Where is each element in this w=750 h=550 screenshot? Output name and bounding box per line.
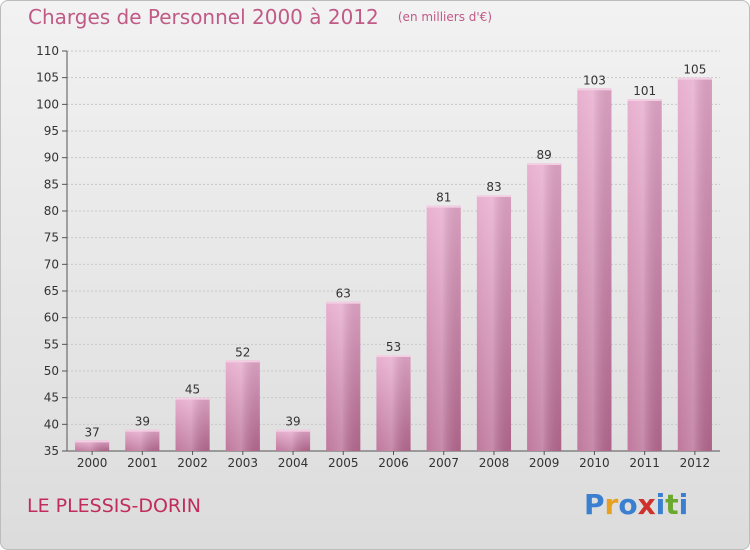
y-tick-label: 50: [44, 364, 59, 378]
y-tick-label: 60: [44, 311, 59, 325]
chart-unit: (en milliers d'€): [397, 10, 492, 24]
data-label: 89: [537, 148, 552, 162]
bar-top-edge: [125, 429, 160, 432]
bar-top-edge: [426, 205, 461, 208]
data-label: 103: [583, 73, 606, 87]
x-tick-label: 2001: [127, 456, 158, 470]
logo-letter: o: [618, 488, 638, 521]
data-label: 105: [683, 63, 706, 77]
bar-top-edge: [326, 301, 361, 304]
commune-name: LE PLESSIS-DORIN: [27, 495, 201, 517]
bar-2007: [426, 205, 461, 451]
chart-title: Charges de Personnel 2000 à 2012: [28, 5, 379, 29]
x-tick-label: 2005: [328, 456, 359, 470]
y-tick-label: 80: [44, 204, 59, 218]
logo-letter: P: [584, 488, 605, 521]
x-tick-label: 2011: [629, 456, 660, 470]
x-tick-label: 2008: [479, 456, 510, 470]
y-tick-label: 90: [44, 151, 59, 165]
bar-2000: [75, 440, 110, 451]
y-tick-label: 40: [44, 417, 59, 431]
y-tick-label: 55: [44, 337, 59, 351]
logo-letter: t: [665, 488, 679, 521]
logo-letter: x: [637, 488, 656, 521]
y-tick-label: 45: [44, 391, 59, 405]
bar-2001: [125, 429, 160, 451]
bar-top-edge: [677, 77, 712, 80]
bar-top-edge: [75, 440, 110, 443]
x-axis-ticks: 2000 2001 2002 2003 2004 2005 2006 2007 2008 2009…: [77, 451, 710, 470]
bar-sheen: [577, 88, 612, 451]
bar-sheen: [426, 205, 461, 451]
data-label: 37: [84, 425, 99, 439]
y-tick-label: 65: [44, 284, 59, 298]
bar-2012: [677, 77, 712, 452]
bar-top-edge: [527, 163, 562, 165]
bar-2011: [627, 99, 662, 451]
y-tick-label: 85: [44, 177, 59, 191]
bar-2005: [326, 301, 361, 451]
y-tick-label: 95: [44, 124, 59, 138]
y-tick-label: 110: [36, 44, 59, 58]
bar-top-edge: [627, 99, 662, 101]
bar-sheen: [75, 440, 110, 451]
bar-top-edge: [577, 88, 612, 91]
bar-sheen: [326, 301, 361, 451]
data-labels: 37 39 45 52 39 63 53 81 83 89 103 101 105: [84, 63, 706, 440]
x-tick-label: 2007: [428, 456, 459, 470]
bar-sheen: [627, 99, 662, 451]
x-tick-label: 2010: [579, 456, 610, 470]
bar-sheen: [376, 355, 411, 451]
x-tick-label: 2006: [378, 456, 409, 470]
data-label: 81: [436, 191, 451, 205]
bar-top-edge: [275, 429, 311, 432]
bar-2002: [175, 397, 210, 451]
y-tick-label: 35: [44, 444, 59, 458]
bar-sheen: [125, 429, 160, 451]
bar-sheen: [476, 195, 512, 451]
x-tick-label: 2003: [228, 456, 259, 470]
data-label: 45: [185, 383, 200, 397]
bar-top-edge: [175, 397, 210, 400]
logo-letter: i: [678, 488, 689, 521]
bar-2010: [577, 88, 612, 451]
bars: [75, 77, 712, 452]
y-tick-label: 70: [44, 257, 59, 271]
bar-2004: [275, 429, 311, 451]
data-label: 52: [235, 345, 250, 359]
logo-letter: i: [655, 488, 666, 521]
x-tick-label: 2000: [77, 456, 108, 470]
data-label: 63: [336, 287, 351, 301]
bar-top-edge: [376, 355, 411, 357]
bar-top-edge: [225, 360, 260, 363]
x-tick-label: 2012: [680, 456, 711, 470]
data-label: 53: [386, 340, 401, 354]
bar-2003: [225, 360, 260, 451]
bar-2008: [476, 195, 512, 451]
title-row: Charges de Personnel 2000 à 2012 (en mil…: [28, 5, 492, 29]
data-label: 101: [633, 84, 656, 98]
x-tick-label: 2002: [177, 456, 208, 470]
data-label: 83: [486, 180, 501, 194]
bar-top-edge: [476, 195, 512, 197]
logo-letter: r: [604, 488, 619, 521]
proxiti-logo: Proxiti: [584, 488, 688, 521]
y-tick-label: 105: [36, 71, 59, 85]
bar-sheen: [275, 429, 311, 451]
x-tick-label: 2004: [278, 456, 309, 470]
bar-sheen: [527, 163, 562, 451]
bar-2009: [527, 163, 562, 451]
y-tick-label: 100: [36, 97, 59, 111]
x-tick-label: 2009: [529, 456, 560, 470]
data-label: 39: [135, 415, 150, 429]
bar-sheen: [175, 397, 210, 451]
y-tick-label: 75: [44, 231, 59, 245]
data-label: 39: [285, 415, 300, 429]
bar-2006: [376, 355, 411, 451]
bar-sheen: [225, 360, 260, 451]
bar-sheen: [677, 77, 712, 452]
